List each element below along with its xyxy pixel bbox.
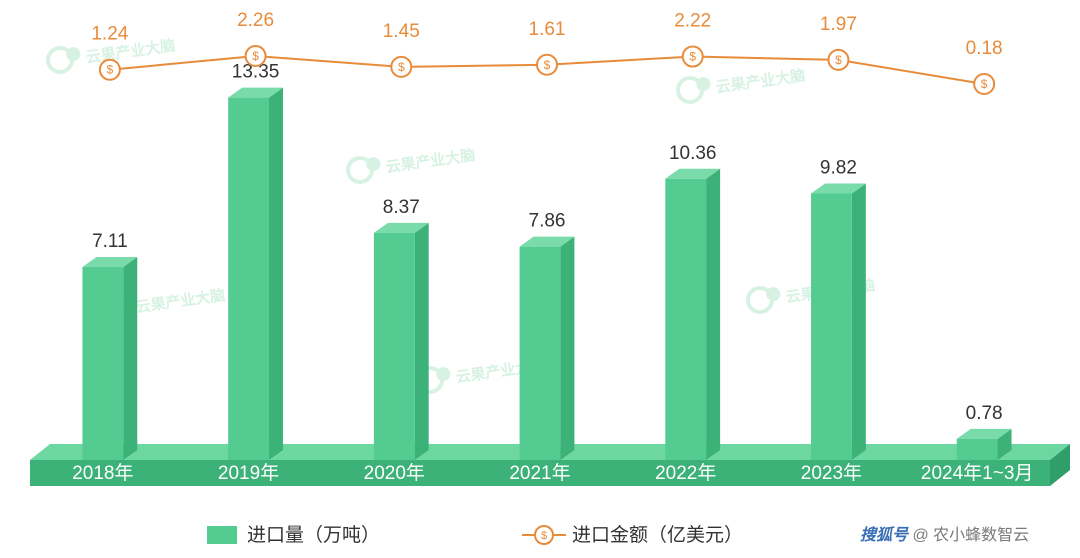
- bar: 7.86: [520, 211, 575, 460]
- bar: 7.11: [82, 231, 137, 460]
- dollar-icon: $: [398, 60, 405, 74]
- line-value-label: 2.26: [237, 10, 274, 31]
- bar: 10.36: [665, 143, 720, 460]
- svg-text:$: $: [541, 530, 547, 542]
- dollar-icon: $: [689, 50, 696, 64]
- bar-value-label: 0.78: [966, 403, 1003, 424]
- x-axis-label: 2018年: [72, 462, 133, 484]
- line-value-label: 1.61: [529, 19, 566, 40]
- legend-item: 进口量（万吨）: [207, 524, 380, 546]
- combo-chart: 云果产业大脑云果产业大脑云果产业大脑云果产业大脑云果产业大脑云果产业大脑2018…: [0, 0, 1080, 558]
- bar-value-label: 9.82: [820, 157, 857, 178]
- x-axis-label: 2021年: [509, 462, 570, 484]
- line-value-label: 1.24: [91, 24, 128, 45]
- dollar-icon: $: [981, 77, 988, 91]
- x-axis-label: 2022年: [655, 462, 716, 484]
- line-value-label: 2.22: [674, 11, 711, 32]
- bar-value-label: 8.37: [383, 197, 420, 218]
- legend-label: 进口量（万吨）: [247, 524, 380, 546]
- line-value-label: 1.97: [820, 14, 857, 35]
- bar-value-label: 10.36: [669, 143, 717, 164]
- x-axis-label: 2024年1~3月: [921, 462, 1034, 484]
- line-value-label: 1.45: [383, 21, 420, 42]
- bar-value-label: 7.86: [529, 211, 566, 232]
- bar: 13.35: [228, 62, 283, 460]
- credits: 搜狐号 @ 农小蜂数智云: [860, 526, 1029, 544]
- line-value-label: 0.18: [966, 38, 1003, 59]
- dollar-icon: $: [835, 53, 842, 67]
- legend-swatch-icon: [207, 526, 237, 544]
- dollar-icon: $: [252, 49, 259, 63]
- x-axis-label: 2023年: [801, 462, 862, 484]
- bar: 8.37: [374, 197, 429, 460]
- legend-label: 进口金额（亿美元）: [572, 524, 743, 546]
- dollar-icon: $: [544, 58, 551, 72]
- x-axis-label: 2019年: [218, 462, 279, 484]
- x-axis-label: 2020年: [364, 462, 425, 484]
- bar: 9.82: [811, 157, 866, 460]
- bar-value-label: 7.11: [92, 231, 128, 252]
- dollar-icon: $: [107, 63, 114, 77]
